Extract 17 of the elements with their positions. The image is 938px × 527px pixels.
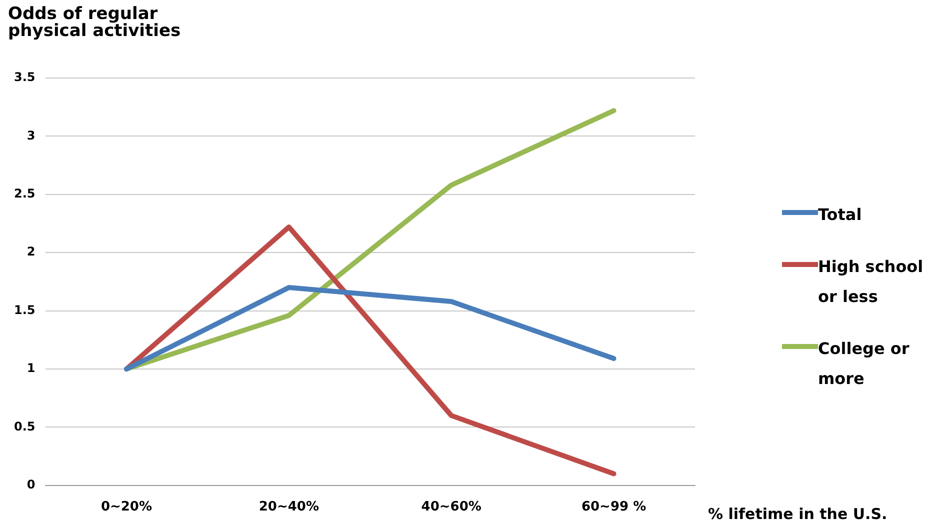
legend-label: Total bbox=[818, 204, 862, 226]
x-axis-title: % lifetime in the U.S. bbox=[708, 505, 888, 523]
x-tick-label: 0~20% bbox=[100, 500, 152, 515]
y-tick-label: 2 bbox=[26, 244, 36, 259]
y-tick-label: 0.5 bbox=[14, 419, 36, 434]
y-tick-label: 2.5 bbox=[14, 186, 36, 201]
y-tick-label: 1 bbox=[26, 361, 36, 376]
y-tick-label: 0 bbox=[26, 478, 36, 492]
y-tick-label: 3 bbox=[26, 128, 36, 142]
legend-label: High school or less bbox=[818, 256, 924, 308]
y-tick-label: 3.5 bbox=[14, 70, 36, 84]
y-tick-label: 1.5 bbox=[14, 302, 36, 317]
x-tick-label: 20~40% bbox=[258, 500, 319, 515]
x-tick-label: 40~60% bbox=[421, 500, 482, 515]
y-axis-title: Odds of regular physical activities bbox=[8, 4, 182, 41]
legend-label: College or more bbox=[818, 338, 910, 390]
x-tick-label: 60~99 % bbox=[581, 500, 646, 515]
